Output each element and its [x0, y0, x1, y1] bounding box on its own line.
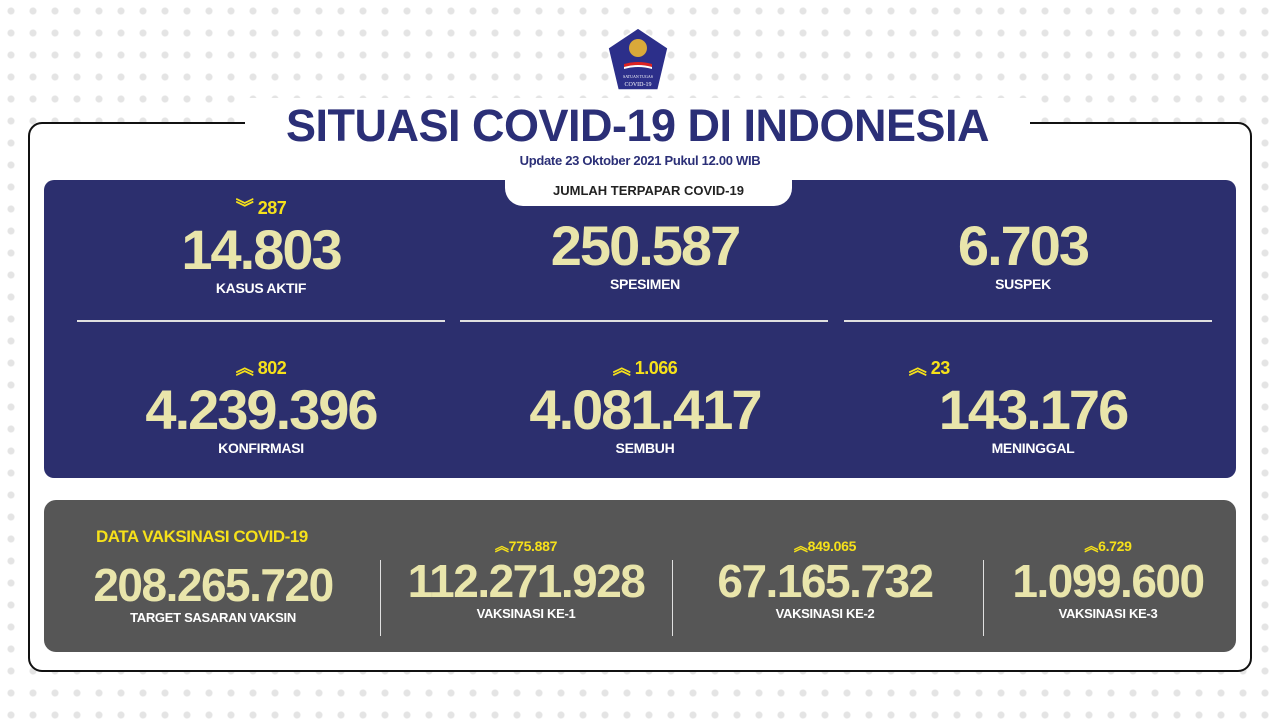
exposure-panel	[44, 180, 1236, 478]
vaccination-title: DATA VAKSINASI COVID-19	[96, 527, 308, 546]
divider	[460, 320, 828, 322]
stat-value: 112.271.928	[407, 555, 646, 607]
stat-value: 143.176	[938, 378, 1129, 441]
stat-value: 67.165.732	[717, 555, 934, 607]
stat-suspek: 6.703 SUSPEK	[957, 214, 1090, 293]
delta-value: 1.066	[634, 358, 678, 378]
divider	[844, 320, 1212, 322]
stat-vaksinasi-2: ︽849.065 67.165.732 VAKSINASI KE-2	[717, 536, 934, 621]
delta-value: 23	[930, 358, 951, 378]
stat-konfirmasi: ︽ 802 4.239.396 KONFIRMASI	[145, 354, 378, 456]
stat-label: SUSPEK	[995, 276, 1051, 292]
delta-value: 802	[257, 358, 287, 378]
stat-kasus-aktif: ︾ 287 14.803 KASUS AKTIF	[181, 194, 342, 296]
vaccination-panel	[44, 500, 1236, 652]
stat-label: TARGET SASARAN VAKSIN	[130, 610, 296, 625]
double-chevron-up-icon: ︽	[908, 358, 927, 378]
stat-value: 14.803	[181, 218, 342, 281]
double-chevron-up-icon: ︽	[235, 358, 254, 378]
update-timestamp: Update 23 Oktober 2021 Pukul 12.00 WIB	[519, 153, 761, 168]
double-chevron-up-icon: ︽	[612, 358, 631, 378]
double-chevron-up-icon: ︽	[793, 538, 808, 554]
delta-value: 6.729	[1098, 538, 1132, 554]
stat-label: KASUS AKTIF	[215, 280, 307, 296]
divider	[672, 560, 673, 636]
stat-sembuh: ︽ 1.066 4.081.417 SEMBUH	[529, 354, 762, 456]
delta-value: 849.065	[807, 538, 857, 554]
delta-value: 775.887	[508, 538, 558, 554]
stat-label: MENINGGAL	[991, 440, 1075, 456]
double-chevron-up-icon: ︽	[494, 538, 509, 554]
stat-label: VAKSINASI KE-3	[1058, 606, 1158, 621]
stat-label: VAKSINASI KE-1	[476, 606, 576, 621]
svg-text:COVID-19: COVID-19	[625, 82, 652, 88]
svg-text:SATUAN TUGAS: SATUAN TUGAS	[623, 74, 653, 79]
stat-value: 6.703	[957, 214, 1090, 277]
stat-label: SEMBUH	[615, 440, 675, 456]
satgas-covid19-logo: SATUAN TUGAS COVID-19	[607, 27, 669, 91]
stat-label: KONFIRMASI	[218, 440, 304, 456]
stat-vaksinasi-1: ︽775.887 112.271.928 VAKSINASI KE-1	[407, 536, 646, 621]
stat-spesimen: 250.587 SPESIMEN	[550, 214, 741, 293]
delta-kasus-aktif: ︾ 287	[181, 194, 340, 220]
stat-meninggal: ︽ 23 143.176 MENINGGAL	[909, 354, 1129, 456]
stat-label: VAKSINASI KE-2	[775, 606, 875, 621]
stat-label: SPESIMEN	[610, 276, 680, 292]
stat-value: 4.239.396	[145, 378, 378, 441]
divider	[983, 560, 984, 636]
page-title: SITUASI COVID-19 DI INDONESIA	[245, 98, 1030, 154]
stat-value: 1.099.600	[1012, 555, 1205, 607]
double-chevron-up-icon: ︽	[1084, 538, 1099, 554]
double-chevron-down-icon: ︾	[235, 198, 254, 218]
stat-vaksinasi-3: ︽6.729 1.099.600 VAKSINASI KE-3	[1012, 536, 1205, 621]
stat-target-vaksin: 208.265.720 TARGET SASARAN VAKSIN	[93, 559, 334, 625]
divider	[380, 560, 381, 636]
exposure-panel-title: JUMLAH TERPAPAR COVID-19	[505, 180, 792, 206]
stat-value: 4.081.417	[529, 378, 762, 441]
stat-value: 208.265.720	[93, 559, 334, 611]
divider	[77, 320, 445, 322]
stat-value: 250.587	[550, 214, 741, 277]
delta-value: 287	[257, 198, 287, 218]
